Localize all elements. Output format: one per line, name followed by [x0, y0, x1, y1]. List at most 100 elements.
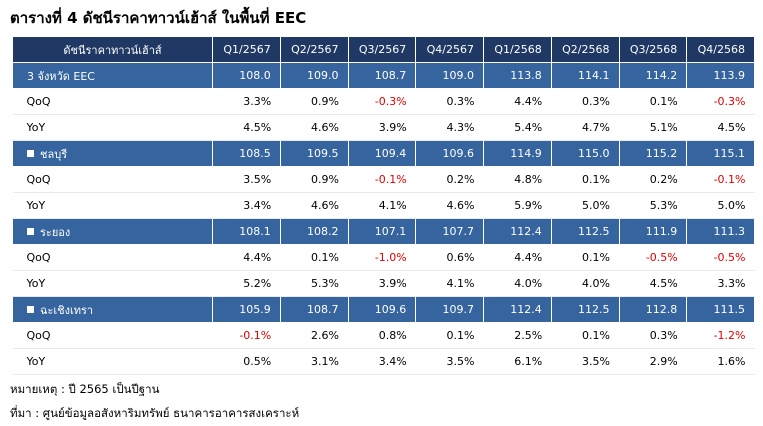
value-cell: 3.5%: [212, 166, 281, 193]
note: หมายเหตุ : ปี 2565 เป็นปีฐาน: [10, 382, 160, 396]
value-cell: 4.3%: [415, 114, 484, 141]
value-cell: -1.2%: [686, 322, 755, 349]
value-cell: 109.4: [347, 140, 417, 167]
group-label-cell: 3 จังหวัด EEC: [12, 62, 213, 89]
value-cell: 113.9: [686, 62, 755, 89]
metric-label: QoQ: [12, 322, 213, 349]
metric-label: YoY: [12, 114, 213, 141]
header-cell: Q2/2568: [550, 36, 620, 63]
table-body: 3 จังหวัด EEC 108.0 109.0 108.7 109.0 113.8 11…: [12, 62, 755, 375]
value-cell: 108.1: [212, 218, 281, 245]
group-row: ระยอง 108.1 108.2 107.1 107.7 112.4 112.5 111.9…: [12, 218, 755, 245]
value-cell: 112.4: [483, 296, 552, 323]
metric-label: YoY: [12, 270, 213, 297]
value-cell: 4.5%: [619, 270, 687, 297]
metric-label: YoY: [12, 348, 213, 375]
source-note: ที่มา : ศูนย์ข้อมูลอสังหาริมทรัพย์ ธนาคา…: [10, 406, 300, 420]
header-cell: Q3/2568: [618, 36, 688, 63]
value-cell: 0.1%: [551, 322, 619, 349]
value-cell: -0.5%: [619, 244, 687, 271]
value-cell: 4.4%: [212, 244, 281, 271]
value-cell: 4.4%: [483, 88, 552, 115]
value-cell: 5.9%: [483, 192, 552, 219]
value-cell: 111.9: [618, 218, 688, 245]
metric-label: YoY: [12, 192, 213, 219]
value-cell: 0.2%: [619, 166, 687, 193]
value-cell: 111.3: [686, 218, 755, 245]
bullet: [27, 149, 34, 157]
value-cell: 5.3%: [280, 270, 348, 297]
value-cell: 109.0: [279, 62, 349, 89]
data-table: ดัชนีราคาทาวน์เฮ้าส์ Q1/2567 Q2/2567 Q3/256…: [12, 36, 755, 375]
group-row: ฉะเชิงเทรา 105.9 108.7 109.6 109.7 112.4 112.5…: [12, 296, 755, 323]
value-cell: 4.4%: [483, 244, 552, 271]
value-cell: 4.8%: [483, 166, 552, 193]
value-cell: 0.5%: [212, 348, 281, 375]
metric-label: QoQ: [12, 88, 213, 115]
header-cell: Q4/2568: [686, 36, 755, 63]
value-cell: 115.0: [550, 140, 620, 167]
value-cell: 4.6%: [280, 192, 348, 219]
value-cell: 3.4%: [212, 192, 281, 219]
value-cell: 0.9%: [280, 166, 348, 193]
value-cell: 109.5: [279, 140, 349, 167]
value-cell: 5.3%: [619, 192, 687, 219]
value-cell: 4.7%: [551, 114, 619, 141]
value-cell: 0.1%: [551, 244, 619, 271]
value-cell: 5.1%: [619, 114, 687, 141]
metric-label: QoQ: [12, 166, 213, 193]
value-cell: 107.1: [347, 218, 417, 245]
header-cell: ดัชนีราคาทาวน์เฮ้าส์: [12, 36, 213, 63]
metric-row: QoQ -0.1% 2.6% 0.8% 0.1% 2.5% 0.1% 0.3% -1.2%: [12, 322, 755, 349]
group-name: 3 จังหวัด EEC: [27, 69, 95, 83]
header-row: ดัชนีราคาทาวน์เฮ้าส์ Q1/2567 Q2/2567 Q3/256…: [12, 36, 755, 63]
metric-row: YoY 3.4% 4.6% 4.1% 4.6% 5.9% 5.0% 5.3% 5.0%: [12, 192, 755, 219]
value-cell: 0.9%: [280, 88, 348, 115]
value-cell: 113.8: [483, 62, 552, 89]
value-cell: 5.2%: [212, 270, 281, 297]
group-name: ฉะเชิงเทรา: [40, 303, 94, 317]
value-cell: -0.3%: [348, 88, 416, 115]
group-name: ชลบุรี: [40, 147, 68, 161]
value-cell: 5.4%: [483, 114, 552, 141]
header-cell: Q1/2568: [483, 36, 552, 63]
value-cell: 109.6: [347, 296, 417, 323]
value-cell: 0.8%: [348, 322, 416, 349]
value-cell: 3.5%: [551, 348, 619, 375]
value-cell: 0.3%: [619, 322, 687, 349]
value-cell: 4.5%: [212, 114, 281, 141]
group-name: ระยอง: [40, 225, 71, 239]
value-cell: 108.7: [347, 62, 417, 89]
value-cell: 112.8: [618, 296, 688, 323]
value-cell: -0.1%: [212, 322, 281, 349]
metric-label: QoQ: [12, 244, 213, 271]
value-cell: 107.7: [415, 218, 484, 245]
group-label-cell: ระยอง: [12, 218, 213, 245]
value-cell: 108.5: [212, 140, 281, 167]
value-cell: 0.3%: [551, 88, 619, 115]
metric-row: QoQ 3.5% 0.9% -0.1% 0.2% 4.8% 0.1% 0.2% -0.1%: [12, 166, 755, 193]
value-cell: 108.2: [279, 218, 349, 245]
table-title: ตารางที่ 4 ดัชนีราคาทาวน์เฮ้าส์ ในพื้นที…: [10, 9, 307, 27]
value-cell: -0.1%: [686, 166, 755, 193]
value-cell: 3.5%: [415, 348, 484, 375]
bullet: [27, 305, 34, 313]
group-label-cell: ฉะเชิงเทรา: [12, 296, 213, 323]
metric-row: YoY 0.5% 3.1% 3.4% 3.5% 6.1% 3.5% 2.9% 1.6%: [12, 348, 755, 375]
value-cell: 0.1%: [551, 166, 619, 193]
value-cell: 111.5: [686, 296, 755, 323]
value-cell: 114.2: [618, 62, 688, 89]
value-cell: 4.5%: [686, 114, 755, 141]
value-cell: 0.1%: [415, 322, 484, 349]
value-cell: 4.0%: [551, 270, 619, 297]
value-cell: 3.3%: [686, 270, 755, 297]
group-row: ชลบุรี 108.5 109.5 109.4 109.6 114.9 115.0 115.…: [12, 140, 755, 167]
value-cell: 3.4%: [348, 348, 416, 375]
value-cell: 112.5: [550, 218, 620, 245]
metric-row: YoY 4.5% 4.6% 3.9% 4.3% 5.4% 4.7% 5.1% 4.5%: [12, 114, 755, 141]
value-cell: 0.3%: [415, 88, 484, 115]
value-cell: 4.0%: [483, 270, 552, 297]
metric-row: QoQ 3.3% 0.9% -0.3% 0.3% 4.4% 0.3% 0.1% -0.3%: [12, 88, 755, 115]
value-cell: 3.9%: [348, 114, 416, 141]
value-cell: 2.5%: [483, 322, 552, 349]
